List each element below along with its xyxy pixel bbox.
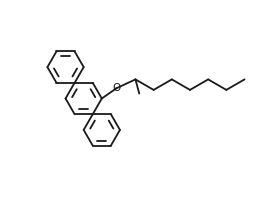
Text: O: O: [112, 83, 120, 93]
